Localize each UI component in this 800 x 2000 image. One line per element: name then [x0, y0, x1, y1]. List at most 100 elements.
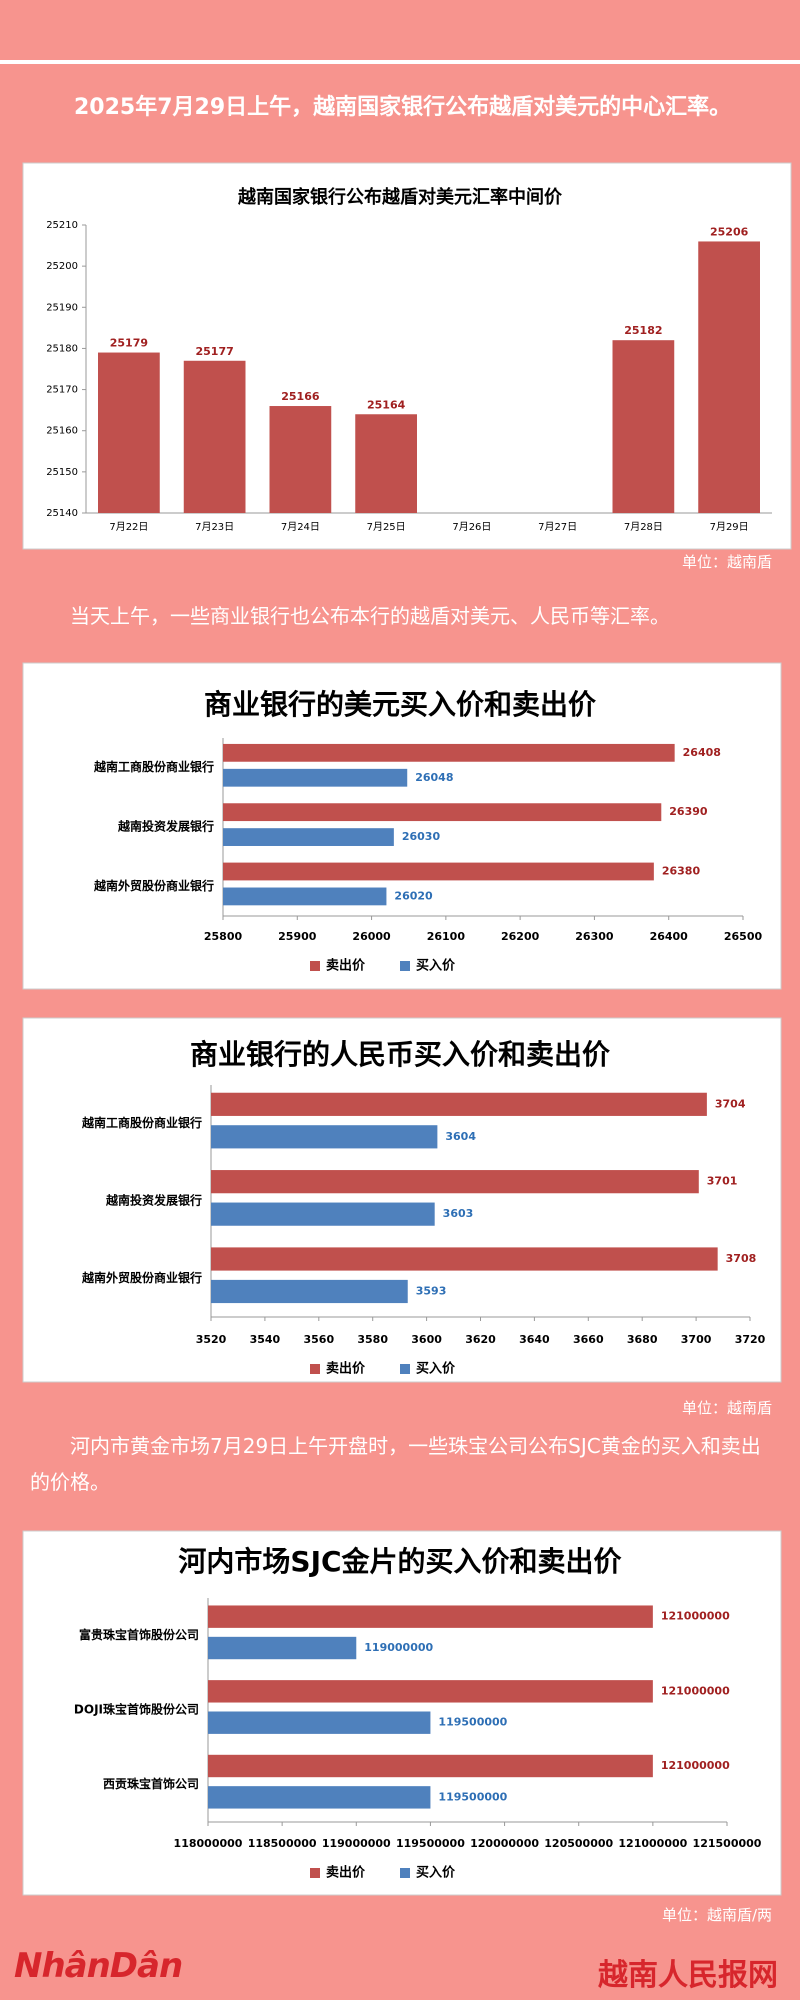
chart-title: 越南国家银行公布越盾对美元汇率中间价	[237, 186, 563, 208]
value-label: 25177	[195, 345, 233, 358]
x-tick-label: 120000000	[470, 1837, 539, 1850]
x-tick-label: 3680	[627, 1333, 658, 1346]
y-tick-label: 越南外贸股份商业银行	[81, 1270, 202, 1285]
bar	[223, 768, 408, 787]
y-tick-label: 越南投资发展银行	[105, 1193, 202, 1208]
legend-label: 卖出价	[326, 958, 366, 974]
x-tick-label: 26300	[575, 930, 614, 943]
x-tick-label: 7月24日	[281, 521, 320, 533]
x-tick-label: 7月27日	[538, 521, 577, 533]
x-tick-label: 119000000	[322, 1837, 391, 1850]
chart-title: 商业银行的人民币买入价和卖出价	[190, 1038, 611, 1071]
bar	[208, 1605, 653, 1628]
value-label: 119000000	[364, 1641, 433, 1654]
x-tick-label: 3700	[681, 1333, 712, 1346]
legend-label: 买入价	[416, 959, 456, 974]
x-tick-label: 118000000	[174, 1837, 243, 1850]
y-tick-label: 25190	[46, 302, 78, 313]
x-tick-label: 7月23日	[195, 521, 234, 533]
legend-swatch	[400, 961, 410, 971]
paragraph: 2025年7月29日上午，越南国家银行公布越盾对美元的中心汇率。	[74, 95, 732, 120]
x-tick-label: 25900	[278, 930, 317, 943]
x-tick-label: 3540	[250, 1333, 281, 1346]
paragraph: 河内市黄金市场7月29日上午开盘时，一些珠宝公司公布SJC黄金的买入和卖出的价格…	[30, 1434, 761, 1494]
y-tick-label: 富贵珠宝首饰股份公司	[79, 1627, 199, 1642]
unit-note: 单位：越南盾	[681, 1399, 772, 1417]
chart-title: 河内市场SJC金片的买入价和卖出价	[178, 1545, 622, 1578]
bar	[223, 803, 662, 822]
x-tick-label: 120500000	[544, 1837, 613, 1850]
bar	[208, 1754, 653, 1778]
x-tick-label: 7月22日	[109, 521, 148, 533]
x-tick-label: 3660	[573, 1333, 604, 1346]
value-label: 121000000	[661, 1684, 730, 1697]
bar	[223, 887, 387, 906]
value-label: 25179	[110, 337, 148, 350]
bar	[183, 360, 246, 513]
x-tick-label: 3620	[465, 1333, 496, 1346]
bar	[211, 1202, 435, 1226]
bar	[211, 1092, 707, 1116]
y-tick-label: 越南外贸股份商业银行	[93, 878, 214, 893]
x-tick-label: 25800	[204, 930, 243, 943]
bar	[211, 1170, 699, 1194]
bar	[211, 1279, 408, 1304]
bar	[223, 828, 394, 846]
bar	[211, 1247, 718, 1271]
y-tick-label: 越南工商股份商业银行	[81, 1115, 202, 1130]
legend-label: 买入价	[416, 1362, 456, 1377]
x-tick-label: 3520	[196, 1333, 227, 1346]
bar	[208, 1711, 431, 1734]
y-tick-label: 25160	[46, 426, 78, 437]
value-label: 3604	[445, 1130, 476, 1143]
logo: NhânDân	[14, 1946, 183, 1986]
x-tick-label: 3580	[357, 1333, 388, 1346]
x-tick-label: 3640	[519, 1333, 550, 1346]
bar	[612, 340, 675, 513]
unit-note: 单位：越南盾	[681, 553, 772, 571]
y-tick-label: 25210	[46, 220, 78, 231]
legend-swatch	[400, 1364, 410, 1374]
value-label: 3704	[715, 1097, 746, 1110]
bar	[698, 241, 760, 513]
x-tick-label: 7月28日	[624, 521, 663, 533]
x-tick-label: 26400	[650, 930, 689, 943]
value-label: 26390	[669, 805, 708, 818]
y-tick-label: 25140	[46, 508, 78, 519]
bar	[208, 1680, 653, 1703]
x-tick-label: 26100	[427, 930, 466, 943]
bar	[211, 1125, 438, 1149]
legend-label: 买入价	[416, 1866, 456, 1881]
value-label: 25166	[281, 390, 320, 403]
value-label: 25206	[710, 225, 749, 238]
x-tick-label: 119500000	[396, 1837, 465, 1850]
chart-title: 商业银行的美元买入价和卖出价	[204, 688, 597, 721]
legend-swatch	[400, 1868, 410, 1878]
y-tick-label: 25150	[46, 467, 78, 478]
y-tick-label: DOJI珠宝首饰股份公司	[74, 1702, 199, 1717]
x-tick-label: 3560	[303, 1333, 334, 1346]
bar	[208, 1636, 357, 1660]
value-label: 121000000	[661, 1759, 730, 1772]
x-tick-label: 121500000	[693, 1837, 762, 1850]
site-name: 越南人民报网	[598, 1958, 778, 1993]
unit-note: 单位：越南盾/两	[661, 1906, 772, 1924]
value-label: 119500000	[438, 1790, 507, 1803]
value-label: 119500000	[438, 1716, 507, 1729]
value-label: 3708	[726, 1252, 757, 1265]
value-label: 25164	[367, 398, 406, 411]
bar	[355, 414, 417, 513]
x-tick-label: 26000	[352, 930, 391, 943]
x-tick-label: 3600	[411, 1333, 442, 1346]
legend-swatch	[310, 1364, 320, 1374]
y-tick-label: 25170	[46, 385, 78, 396]
y-tick-label: 越南投资发展银行	[117, 819, 214, 834]
value-label: 26020	[394, 889, 433, 902]
value-label: 26030	[402, 830, 441, 843]
value-label: 121000000	[661, 1610, 730, 1623]
value-label: 3593	[416, 1284, 447, 1297]
y-tick-label: 25200	[46, 261, 78, 272]
bar	[269, 406, 332, 513]
